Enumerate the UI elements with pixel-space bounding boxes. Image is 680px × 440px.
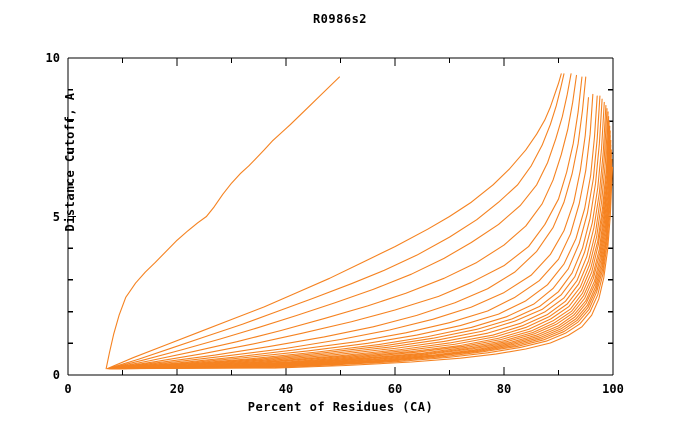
series-line [112,135,611,370]
series-line [114,166,614,370]
series-line [109,93,594,370]
series-line [110,101,605,370]
series-line [113,158,613,370]
series-line [113,144,612,370]
y-axis-label: Distance Cutoff, A [63,92,77,232]
series-line [111,111,609,370]
axes-layer [67,57,614,376]
series-line [105,76,340,370]
series-line [109,95,598,370]
series-line [112,125,611,370]
chart-title: R0986s2 [312,12,368,26]
series-line [111,120,610,370]
series-line [109,98,603,370]
series-line [111,108,608,370]
x-tick-label: 60 [387,382,403,396]
x-axis-label: Percent of Residues (CA) [247,400,434,414]
series-line [110,105,607,370]
series-line [112,139,612,370]
y-tick-label: 0 [52,368,60,382]
series-line [108,97,590,370]
series-line [111,116,610,370]
series-layer [105,73,614,370]
y-tick-label: 10 [45,51,60,65]
series-line [113,154,612,370]
series-line [106,73,562,370]
x-tick-label: 20 [169,382,185,396]
x-tick-label: 40 [278,382,294,396]
x-tick-label: 80 [496,382,512,396]
x-tick-label: 100 [602,382,624,396]
series-line [108,76,583,370]
series-line [107,73,572,370]
series-line [112,130,611,370]
series-line [107,73,565,370]
series-line [108,74,578,370]
series-line [109,95,601,370]
series-line [108,76,587,370]
y-tick-label: 5 [52,209,60,224]
x-tick-label: 0 [64,382,72,396]
series-line [113,149,612,370]
